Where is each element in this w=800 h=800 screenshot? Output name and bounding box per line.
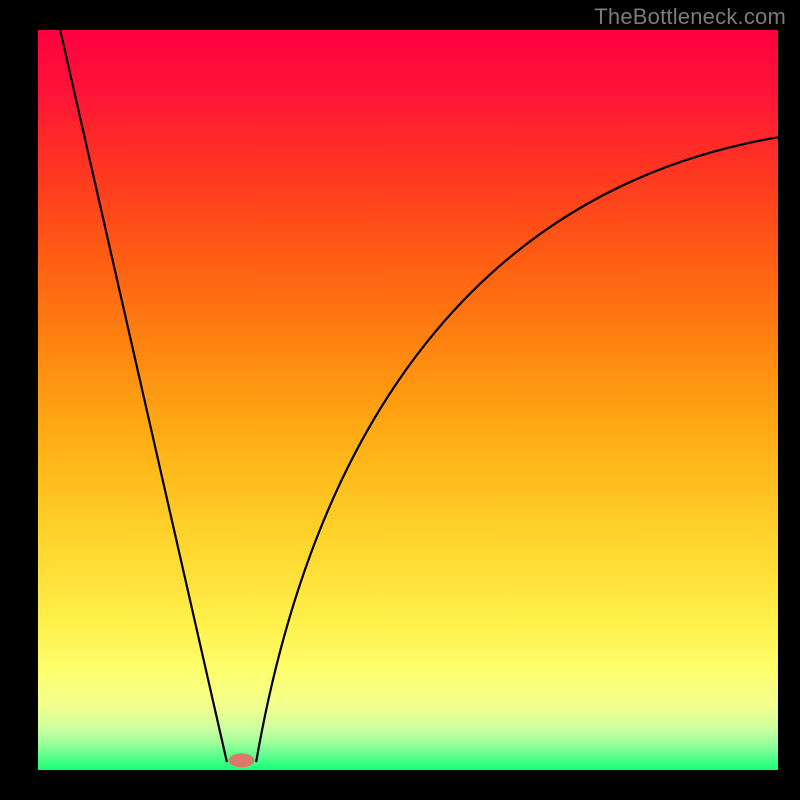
plot-svg (38, 30, 778, 770)
watermark-text: TheBottleneck.com (594, 4, 786, 30)
gradient-background (38, 30, 778, 770)
minimum-marker (229, 753, 255, 767)
chart-container: TheBottleneck.com (0, 0, 800, 800)
plot-area (38, 30, 778, 770)
